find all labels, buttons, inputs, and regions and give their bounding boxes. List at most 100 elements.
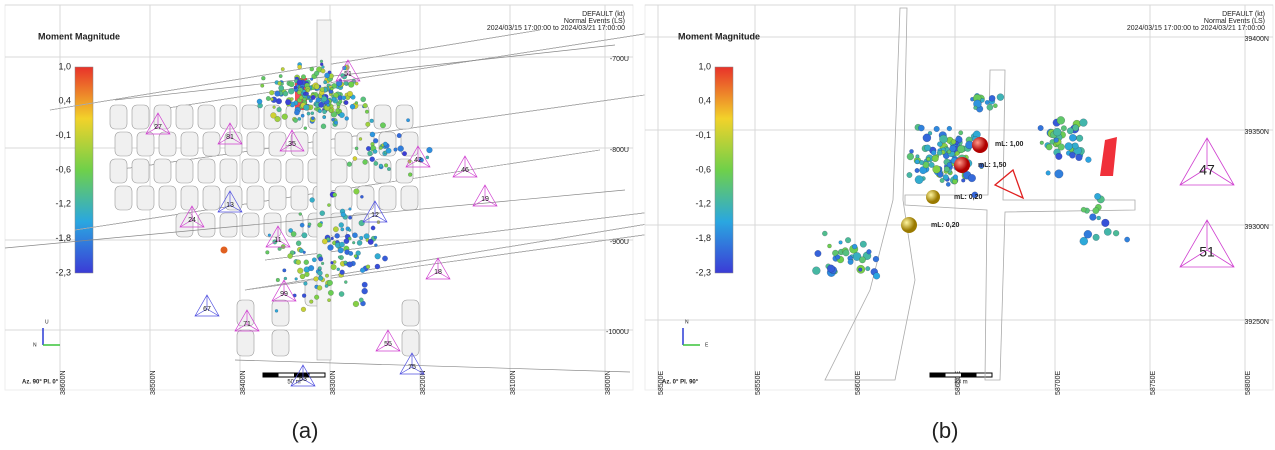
colorbar-label: -1,2	[695, 199, 711, 209]
event	[331, 261, 334, 264]
event	[328, 290, 333, 295]
event	[394, 148, 398, 152]
event	[288, 88, 294, 94]
event	[340, 270, 345, 275]
event	[325, 274, 329, 278]
event	[386, 148, 391, 153]
event	[426, 156, 429, 159]
axis-label: 58800E	[1245, 371, 1252, 395]
event	[363, 160, 368, 165]
event	[291, 231, 296, 236]
event	[355, 147, 358, 150]
event	[305, 272, 310, 277]
event	[289, 81, 295, 87]
event	[382, 256, 387, 261]
event	[282, 114, 288, 120]
event	[295, 277, 298, 280]
magnitude-label: mL: 1,00	[995, 141, 1024, 148]
station-label: 42	[414, 157, 422, 164]
event	[859, 257, 865, 263]
event	[333, 260, 336, 263]
event	[339, 112, 344, 117]
axis-label: 38600N	[60, 370, 67, 395]
large-event	[972, 137, 988, 153]
scale-bar	[961, 373, 977, 377]
event	[294, 86, 297, 89]
magnitude-label: mL: 0,20	[931, 222, 960, 229]
event	[310, 78, 313, 81]
event	[331, 264, 337, 270]
colorbar-label: -2,3	[695, 267, 711, 277]
axis-label: 38300N	[330, 370, 337, 395]
event	[915, 159, 919, 163]
colorbar-title: Moment Magnitude	[678, 31, 760, 41]
stope	[181, 132, 198, 156]
stope	[110, 159, 127, 183]
event	[269, 90, 274, 95]
stope	[132, 159, 149, 183]
event	[387, 167, 391, 171]
event	[1101, 219, 1109, 227]
event	[873, 256, 879, 262]
stope	[264, 159, 281, 183]
event	[301, 114, 304, 117]
event	[348, 229, 351, 232]
event	[366, 122, 371, 127]
event	[827, 244, 831, 248]
axis-label: 58750E	[1150, 371, 1157, 395]
event	[380, 123, 386, 129]
event	[848, 259, 853, 264]
event	[940, 178, 945, 183]
event	[934, 126, 940, 132]
event	[355, 82, 358, 85]
event	[341, 228, 344, 231]
station-label: 81	[226, 134, 234, 141]
event	[320, 60, 323, 63]
event	[321, 124, 326, 129]
event	[359, 298, 363, 302]
view-label: Az. 90° Pl. 0°	[22, 380, 59, 386]
axis-letter: U	[45, 319, 49, 325]
event	[919, 160, 924, 165]
axis-label: 38100N	[510, 370, 517, 395]
event	[342, 96, 346, 100]
stope	[242, 105, 259, 129]
event	[302, 294, 306, 298]
station-label: 24	[188, 217, 196, 224]
event	[311, 117, 314, 120]
event	[333, 227, 338, 232]
colorbar-label: -2,3	[55, 267, 71, 277]
event	[1080, 119, 1088, 127]
event	[362, 282, 367, 287]
scale-bar	[930, 373, 946, 377]
axis-label: 38500N	[150, 370, 157, 395]
stope	[247, 132, 264, 156]
event	[923, 134, 931, 142]
event	[297, 268, 303, 274]
colorbar-label: 1,0	[58, 61, 71, 71]
event	[314, 84, 319, 89]
axis-label: 58600E	[855, 371, 862, 395]
event	[338, 248, 344, 254]
event	[277, 107, 282, 112]
stope	[335, 186, 352, 210]
event	[268, 234, 271, 237]
event	[338, 256, 341, 259]
station-label: 19	[481, 196, 489, 203]
event	[281, 244, 285, 248]
stope	[401, 186, 418, 210]
event	[302, 233, 308, 239]
colorbar	[75, 67, 93, 273]
event	[384, 163, 388, 167]
station-label: 27	[154, 124, 162, 131]
event	[1080, 237, 1088, 245]
event	[873, 273, 880, 280]
event	[265, 250, 269, 254]
stope	[269, 186, 286, 210]
event	[301, 307, 306, 312]
event	[266, 96, 270, 100]
event	[290, 97, 293, 100]
event	[867, 249, 872, 254]
event	[997, 94, 1004, 101]
stope	[269, 132, 286, 156]
